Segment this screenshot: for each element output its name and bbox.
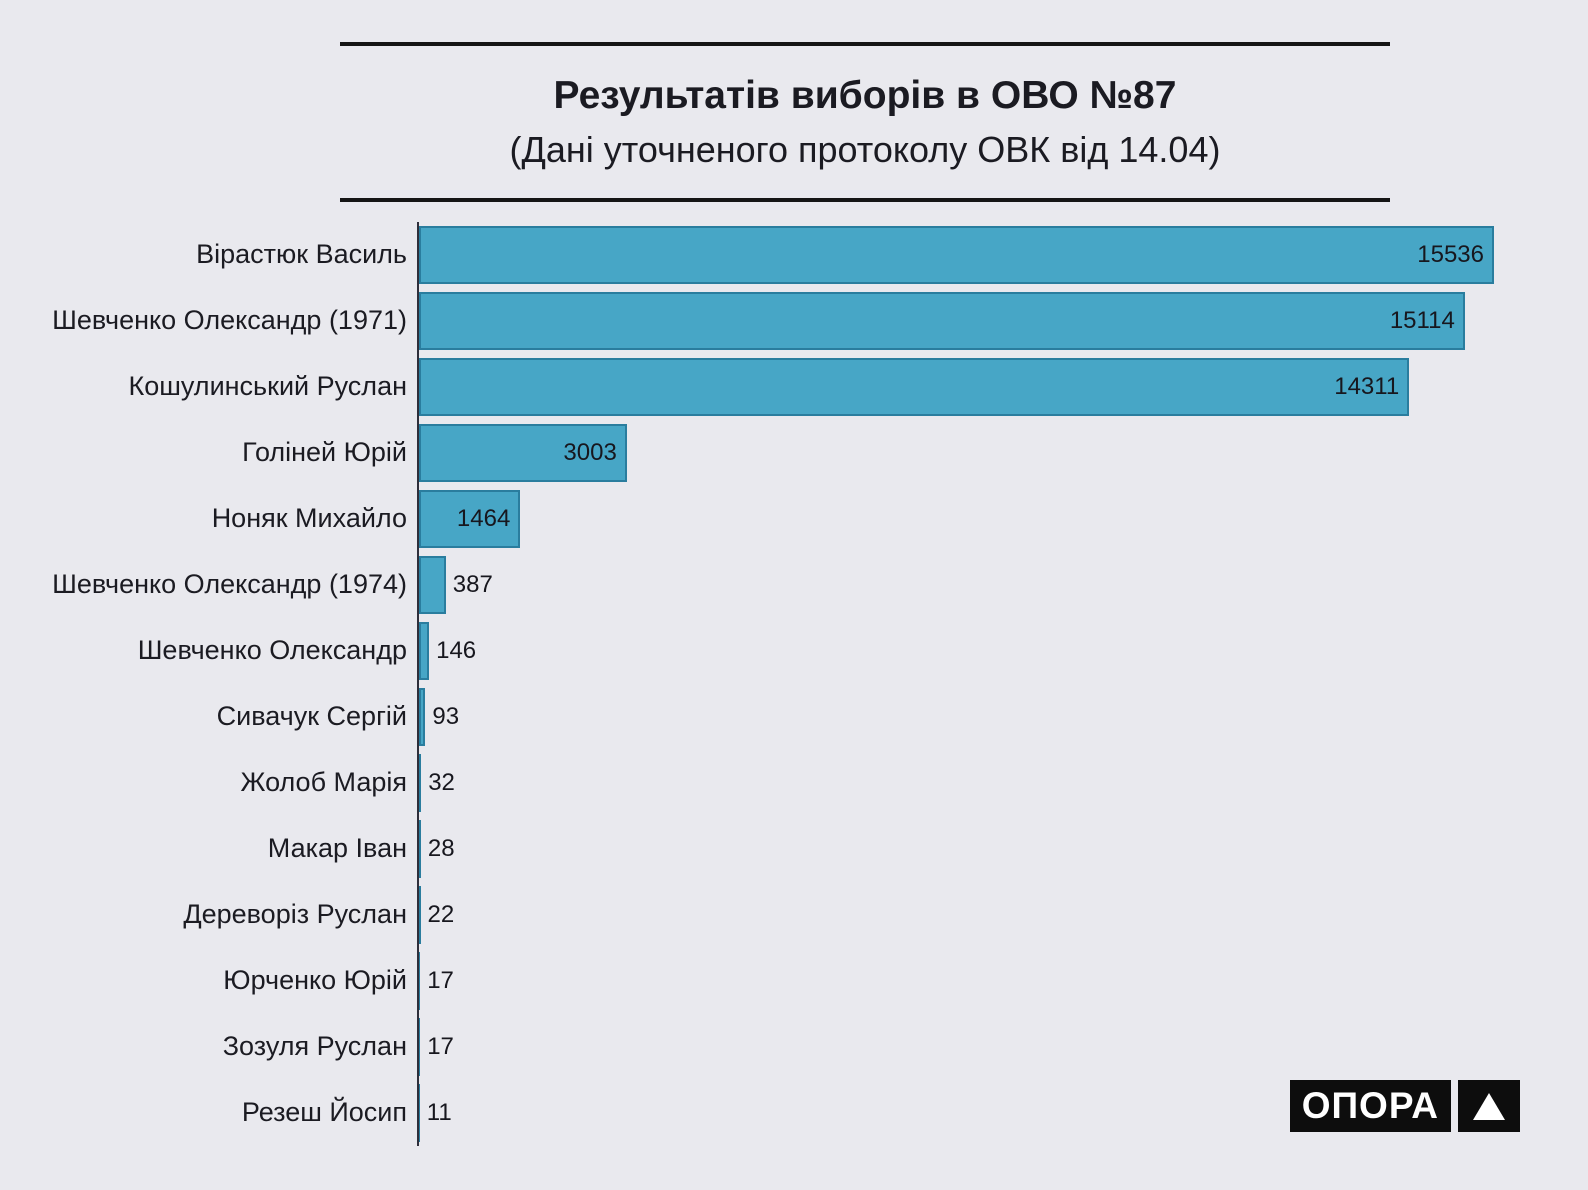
bar-area: 11: [417, 1079, 1588, 1146]
value-bar: 3003: [419, 423, 627, 482]
category-label: Ноняк Михайло: [211, 503, 407, 534]
value-label: 93: [432, 702, 460, 730]
value-bar: [419, 1083, 420, 1142]
chart-header: Результатів виборів в ОВО №87 (Дані уточ…: [340, 0, 1390, 202]
bar-area: 387: [417, 551, 1588, 618]
value-bar: [419, 819, 421, 878]
bar-area: 15114: [417, 287, 1588, 354]
bottom-rule: [340, 197, 1390, 202]
bar-area: 93: [417, 683, 1588, 750]
value-bar: [419, 753, 422, 812]
bar-area: 28: [417, 815, 1588, 882]
category-label: Юрченко Юрій: [223, 965, 407, 996]
category-label: Шевченко Олександр (1974): [52, 569, 407, 600]
chart-title: Результатів виборів в ОВО №87: [553, 74, 1177, 117]
top-rule: [340, 42, 1390, 46]
opora-logo-text: ОПОРА: [1289, 1080, 1451, 1132]
value-bar: [419, 555, 446, 614]
value-label: 32: [428, 768, 455, 796]
bar-area: 17: [417, 947, 1588, 1014]
bar-row: Ноняк Михайло 1464: [0, 485, 1588, 552]
bar-row: Зозуля Руслан 17: [0, 1013, 1588, 1080]
value-label: 14311: [1334, 372, 1400, 400]
bar-area: 3003: [417, 419, 1588, 486]
value-bar: [419, 951, 421, 1010]
chart-subtitle: (Дані уточненого протоколу ОВК від 14.04…: [509, 128, 1221, 170]
category-label: Шевченко Олександр (1971): [52, 305, 407, 336]
opora-logo: ОПОРА: [1289, 1080, 1520, 1132]
bar-row: Голіней Юрій 3003: [0, 419, 1588, 486]
bar-area: 15536: [417, 221, 1588, 288]
value-label: 1464: [456, 504, 511, 532]
value-bar: [419, 621, 430, 680]
bar-row: Шевченко Олександр 146: [0, 617, 1588, 684]
value-label: 17: [427, 1032, 454, 1060]
category-label: Макар Іван: [267, 833, 407, 864]
value-bar: 15114: [419, 291, 1465, 350]
category-label: Резеш Йосип: [241, 1097, 407, 1128]
bar-row: Юрченко Юрій 17: [0, 947, 1588, 1014]
bar-row: Дереворіз Руслан 22: [0, 881, 1588, 948]
bar-area: 22: [417, 881, 1588, 948]
value-label: 15114: [1389, 306, 1455, 334]
value-bar: 1464: [419, 489, 521, 548]
bar-area: 32: [417, 749, 1588, 816]
category-label: Вірастюк Василь: [196, 239, 407, 270]
value-label: 17: [427, 966, 454, 994]
category-label: Кошулинський Руслан: [128, 371, 408, 402]
triangle-up-icon: [1458, 1080, 1520, 1132]
value-bar: 14311: [419, 357, 1410, 416]
bar-row: Резеш Йосип 11: [0, 1079, 1588, 1146]
bar-row: Шевченко Олександр (1974) 387: [0, 551, 1588, 618]
bar-chart: Вірастюк Василь 15536 Шевченко Олександр (…: [0, 221, 1588, 1146]
bar-row: Шевченко Олександр (1971) 15114: [0, 287, 1588, 354]
value-label: 11: [426, 1098, 452, 1126]
value-label: 3003: [563, 438, 617, 466]
value-bar: [419, 687, 426, 746]
value-bar: [419, 1017, 421, 1076]
value-bar: [419, 885, 421, 944]
bar-row: Сивачук Сергій 93: [0, 683, 1588, 750]
value-label: 22: [427, 900, 455, 928]
value-label: 15536: [1417, 240, 1484, 268]
value-label: 146: [436, 636, 477, 664]
bar-area: 146: [417, 617, 1588, 684]
bar-row: Вірастюк Василь 15536: [0, 221, 1588, 288]
category-label: Сивачук Сергій: [216, 701, 407, 732]
value-label: 387: [452, 570, 493, 598]
bar-area: 14311: [417, 353, 1588, 420]
bar-row: Макар Іван 28: [0, 815, 1588, 882]
bar-area: 17: [417, 1013, 1588, 1080]
category-label: Голіней Юрій: [242, 437, 407, 468]
category-label: Зозуля Руслан: [222, 1031, 407, 1062]
bar-area: 1464: [417, 485, 1588, 552]
bar-row: Кошулинський Руслан 14311: [0, 353, 1588, 420]
category-label: Дереворіз Руслан: [183, 899, 407, 930]
value-label: 28: [427, 834, 455, 862]
category-label: Шевченко Олександр: [137, 635, 407, 666]
bar-row: Жолоб Марія 32: [0, 749, 1588, 816]
category-label: Жолоб Марія: [240, 767, 407, 798]
value-bar: 15536: [419, 225, 1494, 284]
